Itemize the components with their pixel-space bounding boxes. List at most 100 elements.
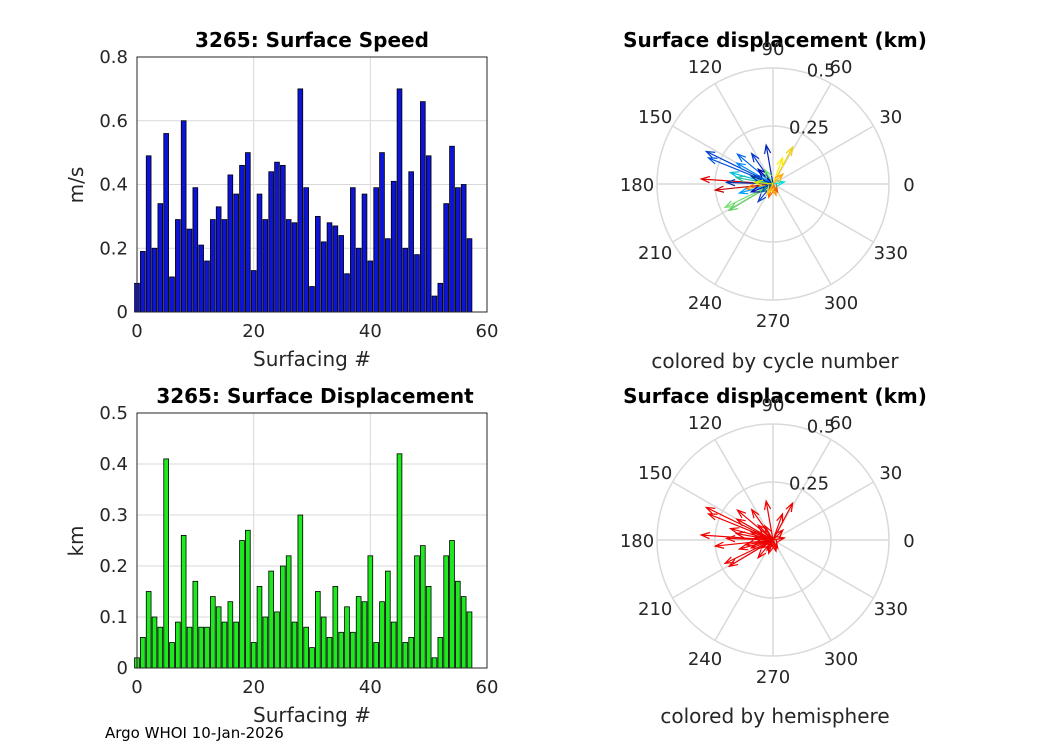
speed-bar bbox=[256, 193, 263, 313]
polar-cycle-spoke bbox=[714, 83, 774, 185]
displacement-y-axis-label: km bbox=[64, 525, 88, 556]
displacement-bar bbox=[245, 529, 251, 669]
displacement-bar bbox=[239, 540, 245, 669]
polar-cycle-arrow-shaft bbox=[757, 183, 774, 203]
displacement-bar bbox=[431, 657, 438, 669]
polar-cycle-title: Surface displacement (km) bbox=[623, 28, 927, 52]
polar-hemisphere-arrow-head bbox=[756, 549, 767, 560]
displacement-chart-title: 3265: Surface Displacement bbox=[156, 384, 474, 408]
polar-cycle-arrow-head bbox=[749, 185, 761, 193]
displacement-y-tick-label: 0.3 bbox=[99, 505, 128, 526]
polar-cycle-arrow bbox=[735, 162, 774, 185]
displacement-bar bbox=[268, 570, 274, 669]
speed-bar-chart: 3265: Surface Speed Surfacing # m/s 0 20 4… bbox=[64, 28, 498, 371]
speed-bar bbox=[221, 219, 228, 313]
speed-bar bbox=[245, 152, 251, 313]
polar-hemisphere-arrow bbox=[756, 539, 774, 560]
polar-hemisphere-angle-label: 300 bbox=[824, 649, 858, 670]
polar-hemisphere-arrow-head bbox=[736, 509, 747, 519]
polar-cycle-arrow-head bbox=[699, 175, 711, 184]
displacement-x-tick-label: 40 bbox=[359, 677, 382, 698]
speed-bar bbox=[385, 238, 391, 313]
polar-hemisphere-arrow-head bbox=[737, 543, 749, 551]
displacement-bar bbox=[425, 586, 432, 669]
polar-cycle-arrow bbox=[736, 153, 774, 185]
polar-hemisphere-arrow bbox=[713, 539, 774, 549]
displacement-bar bbox=[396, 453, 403, 669]
polar-cycle-arrow-head bbox=[752, 179, 764, 187]
polar-hemisphere-radius-label: 0.5 bbox=[807, 417, 836, 438]
polar-hemisphere-arrow-shaft bbox=[772, 513, 784, 541]
polar-hemisphere-arrow-shaft bbox=[736, 518, 774, 541]
polar-cycle-arrow-head bbox=[775, 179, 787, 188]
displacement-y-tick-label: 0.1 bbox=[99, 607, 128, 628]
polar-hemisphere-arrow-head bbox=[728, 527, 740, 535]
speed-bar bbox=[262, 219, 269, 313]
polar-hemisphere-arrow-shaft bbox=[715, 539, 774, 547]
displacement-x-axis-label: Surfacing # bbox=[253, 703, 371, 727]
displacement-bar bbox=[414, 555, 420, 669]
polar-hemisphere-arrow bbox=[749, 539, 774, 549]
polar-hemisphere-arrow-head bbox=[752, 535, 764, 543]
displacement-bar bbox=[338, 631, 344, 669]
speed-bar bbox=[309, 286, 315, 313]
polar-hemisphere-arrow-shaft bbox=[757, 539, 774, 559]
polar-cycle-spoke bbox=[772, 83, 832, 185]
speed-bar bbox=[315, 215, 321, 313]
polar-cycle-arrow bbox=[728, 171, 774, 185]
polar-hemisphere-arrow-head bbox=[785, 501, 794, 513]
speed-bar bbox=[268, 171, 274, 313]
polar-hemisphere-arrow bbox=[766, 539, 775, 552]
speed-bar bbox=[210, 219, 216, 313]
speed-bar bbox=[215, 206, 222, 313]
polar-cycle-arrow-shaft bbox=[765, 145, 774, 185]
displacement-bar bbox=[145, 591, 152, 669]
speed-bar bbox=[402, 247, 409, 313]
speed-bar bbox=[250, 270, 257, 313]
displacement-bar bbox=[210, 596, 216, 669]
polar-hemisphere-angle-label: 240 bbox=[688, 649, 722, 670]
polar-cycle-arrow-shaft bbox=[772, 181, 785, 185]
polar-cycle-arrow-head bbox=[756, 167, 767, 178]
polar-hemisphere-angle-label: 30 bbox=[879, 463, 902, 484]
polar-hemisphere-angle-label: 0 bbox=[903, 531, 914, 552]
speed-bar bbox=[285, 219, 292, 313]
speed-bar bbox=[361, 193, 368, 313]
polar-hemisphere-spoke bbox=[714, 439, 774, 541]
displacement-bar bbox=[408, 637, 414, 669]
polar-cycle-arrow bbox=[756, 183, 774, 204]
polar-cycle-arrow bbox=[704, 150, 774, 185]
displacement-bar bbox=[262, 616, 269, 669]
displacement-bar bbox=[198, 626, 204, 669]
polar-cycle-arrow-shaft bbox=[706, 150, 774, 185]
polar-cycle-arrow-head bbox=[734, 175, 746, 183]
polar-cycle-angle-label: 300 bbox=[824, 293, 858, 314]
polar-cycle-arrow bbox=[764, 168, 774, 185]
speed-bar bbox=[291, 222, 298, 313]
displacement-bar-chart: 3265: Surface Displacement Surfacing # k… bbox=[64, 384, 498, 727]
polar-cycle-arrow-shaft bbox=[772, 157, 784, 185]
polar-hemisphere-arrow bbox=[772, 535, 787, 544]
polar-hemisphere-angle-label: 120 bbox=[688, 413, 722, 434]
speed-x-tick-label: 0 bbox=[131, 321, 142, 342]
polar-cycle-angle-label: 270 bbox=[756, 311, 790, 332]
polar-hemisphere-arrow-head bbox=[699, 531, 711, 540]
polar-cycle-spoke bbox=[772, 125, 874, 185]
displacement-y-tick-label: 0.5 bbox=[99, 403, 128, 424]
speed-bar bbox=[414, 254, 420, 313]
polar-cycle-arrow bbox=[713, 183, 774, 193]
displacement-bar bbox=[291, 621, 298, 669]
displacement-bar bbox=[420, 545, 426, 669]
displacement-bar bbox=[320, 616, 327, 669]
polar-hemisphere-spoke bbox=[772, 481, 874, 541]
polar-cycle-arrow-head bbox=[736, 153, 747, 163]
displacement-bar bbox=[315, 591, 321, 669]
polar-hemisphere-spoke bbox=[772, 439, 832, 541]
polar-hemisphere-arrow-shaft bbox=[706, 506, 774, 541]
polar-cycle-arrow-head bbox=[785, 145, 794, 157]
polar-hemisphere-arrow-head bbox=[723, 556, 735, 565]
polar-hemisphere-arrow-head bbox=[766, 541, 775, 552]
speed-bar bbox=[204, 260, 210, 313]
polar-cycle-caption: colored by cycle number bbox=[651, 349, 899, 373]
